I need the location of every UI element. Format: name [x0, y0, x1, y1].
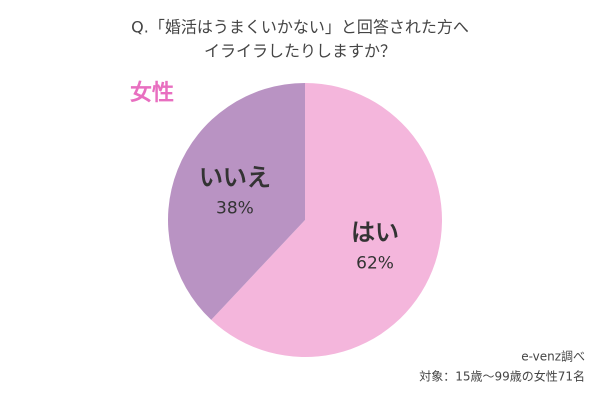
chart-title: イライラしたりしますか？: [204, 42, 396, 61]
subtitle: 女性: [130, 80, 174, 106]
value-label: 62%: [356, 254, 394, 274]
source-note: 対象：15歳～99歳の女性71名: [419, 369, 585, 384]
pie-slice: [168, 83, 305, 320]
chart-title: Q.「婚活はうまくいかない」と回答された方へ: [131, 18, 469, 37]
value-label: 38%: [216, 198, 254, 218]
source-note: e-venz調べ: [521, 350, 585, 364]
slice-label: いいえ: [199, 163, 271, 191]
pie-slice: [211, 83, 442, 358]
slice-label: はい: [351, 219, 399, 247]
